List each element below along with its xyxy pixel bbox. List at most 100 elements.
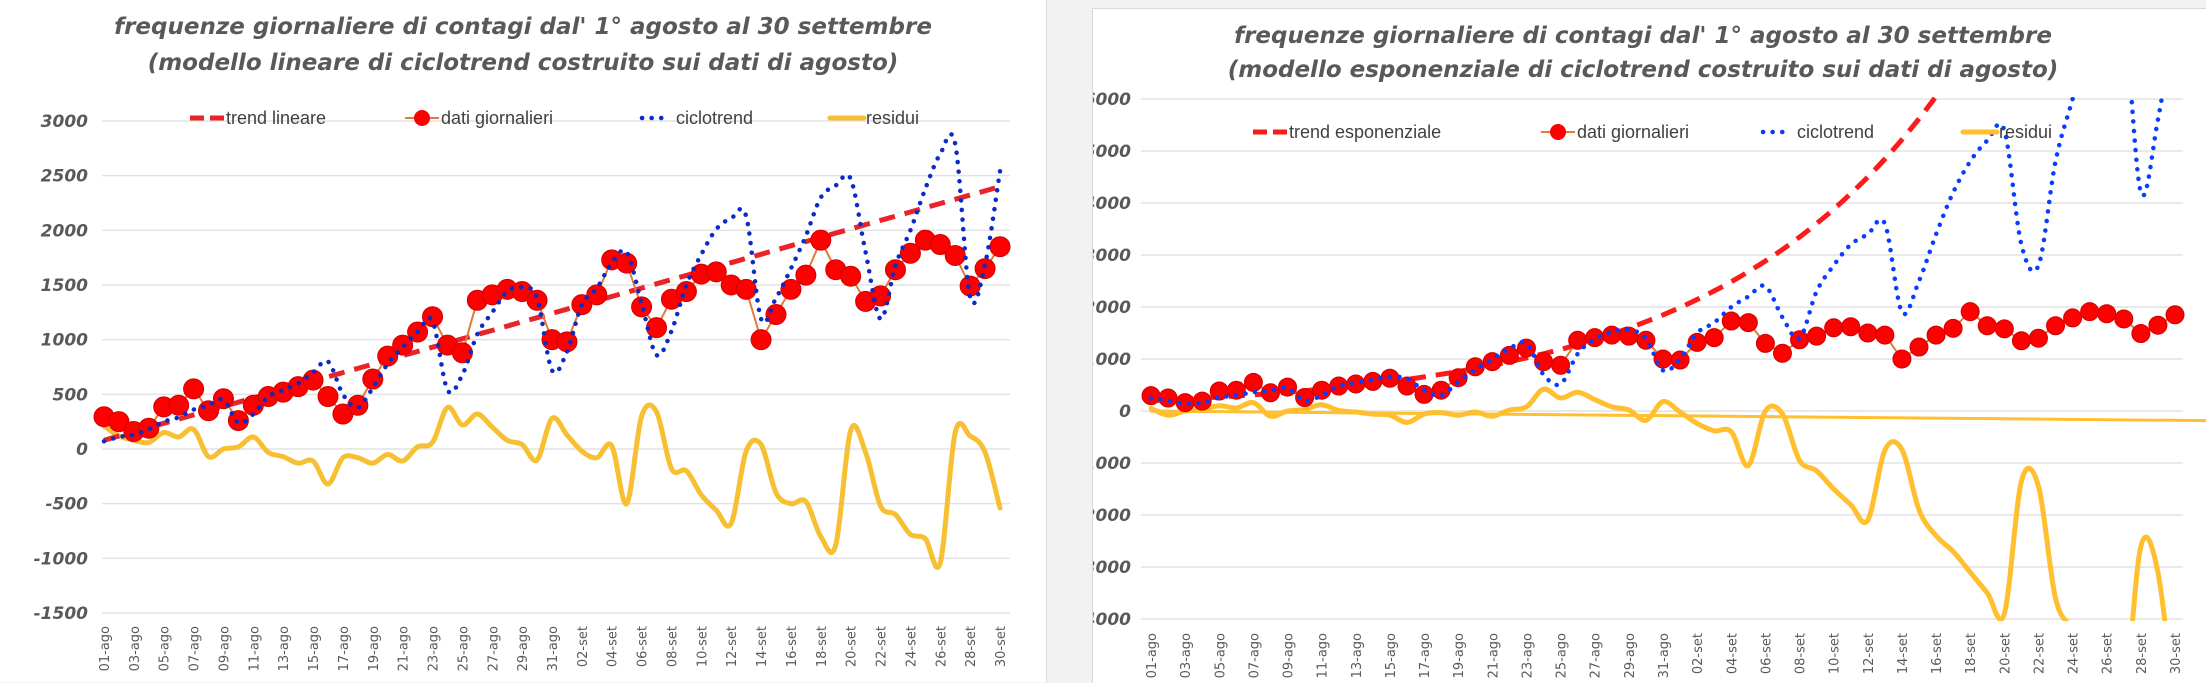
data-point — [811, 230, 831, 250]
x-tick-label: 26-set — [934, 626, 949, 667]
y-tick-label: 0 — [1119, 402, 1131, 422]
x-tick-label: 08-set — [1794, 633, 1809, 674]
legend-item: residui — [1963, 122, 2052, 142]
x-tick-label: 12-set — [1862, 633, 1877, 674]
x-tick-label: 21-ago — [1486, 633, 1501, 678]
data-point — [2064, 309, 2082, 327]
data-point — [766, 305, 786, 325]
data-point — [2029, 329, 2047, 347]
data-point — [2149, 316, 2167, 334]
series-ciclotrend — [104, 134, 1000, 441]
chart-panel-linear: frequenze giornaliere di contagi dal' 1°… — [0, 0, 1047, 682]
legend-label: trend esponenziale — [1289, 122, 1441, 142]
y-tick-label: 3000 — [41, 112, 88, 132]
data-point — [1756, 334, 1774, 352]
data-point — [1142, 387, 1160, 405]
x-tick-label: 22-set — [875, 626, 890, 667]
x-tick-label: 30-set — [994, 626, 1009, 667]
x-tick-label: 30-set — [2169, 633, 2184, 674]
x-tick-label: 21-ago — [397, 626, 412, 671]
legend-label: residui — [1999, 122, 2052, 142]
y-tick-label: 1500 — [41, 276, 88, 296]
x-tick-label: 27-ago — [486, 626, 501, 671]
legend-item: residui — [830, 108, 919, 128]
x-tick-label: 09-ago — [218, 626, 233, 671]
x-tick-label: 05-ago — [1213, 633, 1228, 678]
x-tick-label: 19-ago — [1452, 633, 1467, 678]
x-tick-label: 25-ago — [456, 626, 471, 671]
x-tick-label: 25-ago — [1555, 633, 1570, 678]
legend-label: dati giornalieri — [441, 108, 553, 128]
data-point — [213, 389, 233, 409]
x-tick-label: 08-set — [666, 626, 681, 667]
x-tick-label: 16-set — [1930, 633, 1945, 674]
x-tick-label: 17-ago — [1418, 633, 1433, 678]
y-tick-label: 2000 — [1093, 298, 1131, 318]
data-point — [1244, 373, 1262, 391]
data-point — [990, 237, 1010, 257]
x-tick-label: 14-set — [1896, 633, 1911, 674]
data-point — [945, 245, 965, 265]
y-tick-label: 4000 — [1093, 194, 1131, 214]
data-point — [2098, 305, 2116, 323]
legend-label: ciclotrend — [1797, 122, 1874, 142]
data-point — [2132, 325, 2150, 343]
data-point — [751, 330, 771, 350]
x-tick-label: 05-ago — [158, 626, 173, 671]
legend-item: ciclotrend — [1763, 122, 1874, 142]
data-point — [796, 265, 816, 285]
x-tick-label: 06-set — [1759, 633, 1774, 674]
data-point — [1739, 314, 1757, 332]
x-tick-label: 02-set — [1691, 633, 1706, 674]
data-point — [363, 369, 383, 389]
x-tick-label: 04-set — [606, 626, 621, 667]
x-tick-label: 15-ago — [1384, 633, 1399, 678]
legend-label: dati giornalieri — [1577, 122, 1689, 142]
y-tick-label: 3000 — [1093, 246, 1131, 266]
x-tick-label: 09-ago — [1282, 633, 1297, 678]
x-tick-label: 18-set — [815, 626, 830, 667]
y-tick-label: 1000 — [1093, 350, 1131, 370]
chart-title: frequenze giornaliere di contagi dal' 1°… — [1234, 23, 2052, 49]
x-tick-label: 18-set — [1964, 633, 1979, 674]
x-tick-label: 15-ago — [307, 626, 322, 671]
x-tick-label: 28-set — [964, 626, 979, 667]
data-point — [527, 290, 547, 310]
data-point — [2047, 317, 2065, 335]
x-tick-label: 20-set — [1998, 633, 2013, 674]
x-tick-label: 07-ago — [1247, 633, 1262, 678]
chart-panel-exponential: frequenze giornaliere di contagi dal' 1°… — [1092, 8, 2206, 683]
x-tick-label: 13-ago — [277, 626, 292, 671]
data-point — [1825, 319, 1843, 337]
legend-swatch-marker — [414, 110, 430, 126]
data-point — [184, 379, 204, 399]
data-point — [1944, 319, 1962, 337]
y-tick-label: -1000 — [1093, 454, 1131, 474]
x-tick-label: 24-set — [904, 626, 919, 667]
trend-line — [104, 187, 1000, 441]
legend-item: dati giornalieri — [1541, 122, 1689, 142]
data-point — [1705, 329, 1723, 347]
data-point — [1927, 326, 1945, 344]
legend-item: trend esponenziale — [1253, 122, 1441, 142]
data-point — [1961, 303, 1979, 321]
data-point — [1995, 320, 2013, 338]
y-tick-label: -2000 — [1093, 506, 1131, 526]
x-tick-label: 31-ago — [1657, 633, 1672, 678]
x-tick-label: 29-ago — [1623, 633, 1638, 678]
x-tick-label: 04-set — [1725, 633, 1740, 674]
x-tick-label: 23-ago — [1521, 633, 1536, 678]
chart-title: frequenze giornaliere di contagi dal' 1°… — [114, 14, 932, 40]
x-tick-label: 20-set — [845, 626, 860, 667]
data-point — [2081, 303, 2099, 321]
x-tick-label: 01-ago — [98, 626, 113, 671]
y-tick-label: -4000 — [1093, 610, 1131, 630]
x-tick-label: 17-ago — [337, 626, 352, 671]
x-tick-label: 11-ago — [247, 626, 262, 671]
data-point — [2166, 306, 2184, 324]
data-point — [1978, 317, 1996, 335]
x-tick-label: 22-set — [2033, 633, 2048, 674]
data-point — [1330, 377, 1348, 395]
x-tick-label: 06-set — [636, 626, 651, 667]
